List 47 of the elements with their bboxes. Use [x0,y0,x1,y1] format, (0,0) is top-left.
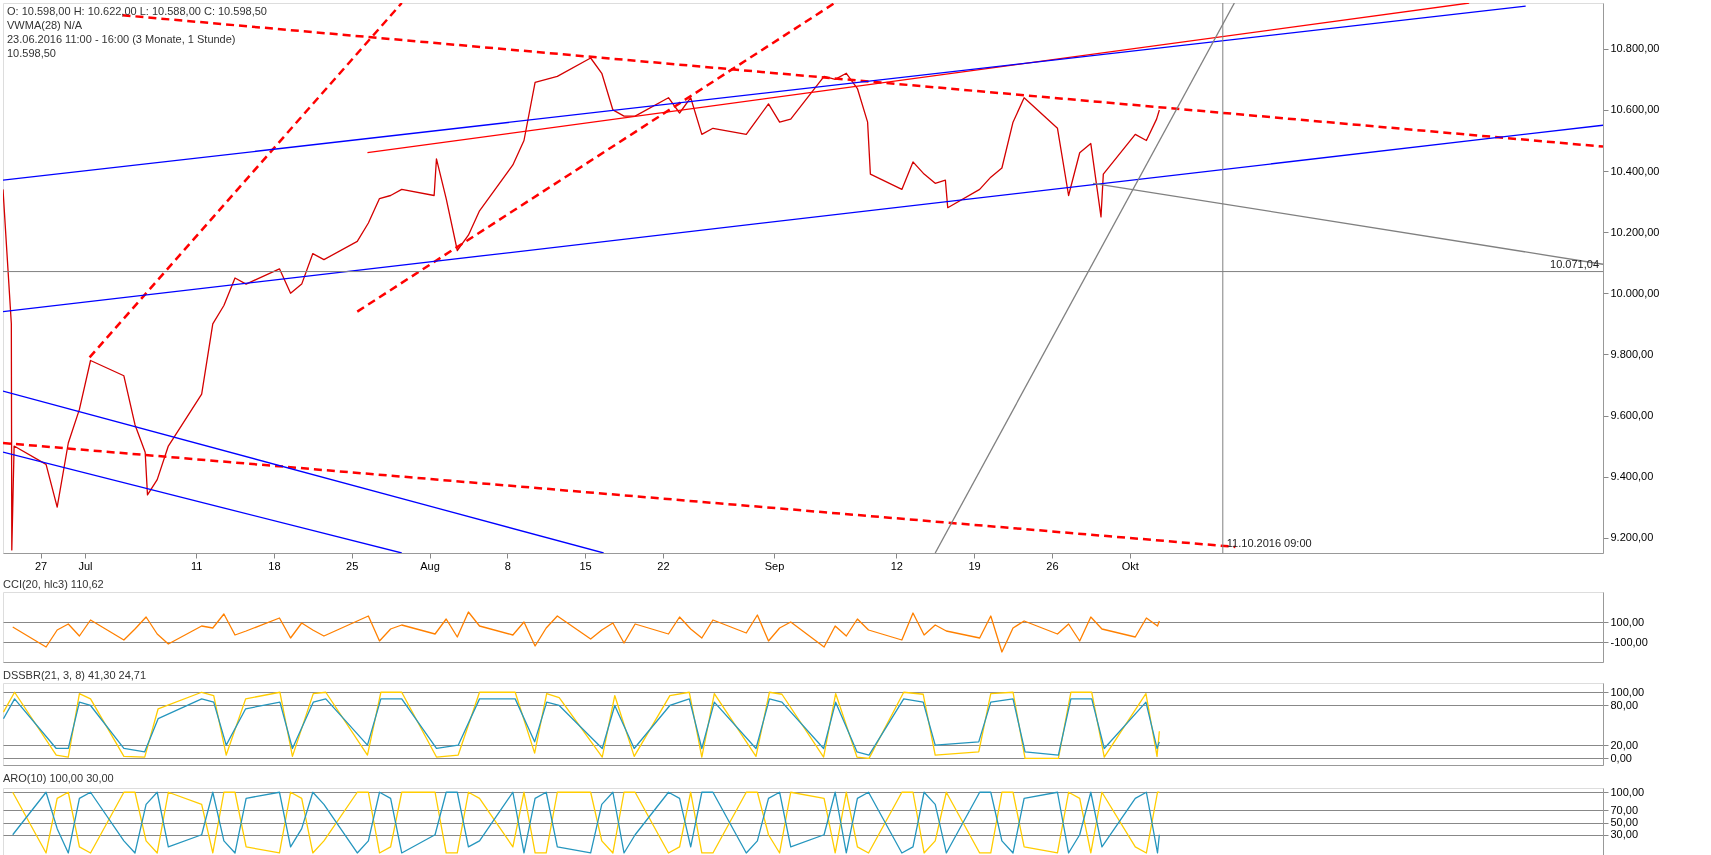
annotation: 23.06.2016 11:00 - 16:00 (3 Monate, 1 Stunde) [7,33,236,45]
line-series [3,57,1160,551]
x-tick-label: 15 [579,559,592,572]
y-tick-label: 50,00 [1610,816,1639,829]
ref-line-label: 10.071,04 [1550,257,1599,270]
y-tick-label: 9.400,00 [1610,470,1654,483]
chart-title: ARO(10) 100,00 30,00 [3,772,114,785]
y-tick-label: 70,00 [1610,803,1639,816]
y-tick-label: 30,00 [1610,828,1639,841]
y-tick-label: 10.000,00 [1610,286,1660,299]
ref-line-label: 11.10.2016 09:00 [1226,537,1312,549]
y-tick-label: 20,00 [1610,738,1639,751]
x-tick-label: Sep [764,559,785,572]
y-tick-label: 100,00 [1610,685,1645,698]
chart-title: CCI(20, hlc3) 110,62 [3,578,104,590]
y-tick-label: 100,00 [1610,785,1645,798]
line-series [12,611,1160,653]
line-series [3,698,1160,756]
x-tick-label: 19 [968,559,981,572]
annotation: O: 10.598,00 H: 10.622,00 L: 10.588,00 C: 10.598,50 [7,5,267,17]
x-tick-label: 12 [890,559,903,572]
y-tick-label: 9.600,00 [1610,409,1654,421]
y-tick-label: 9.200,00 [1610,531,1654,544]
x-tick-label: 18 [268,559,281,572]
y-tick-label: 10.200,00 [1610,225,1660,238]
annotation: VWMA(28) N/A [7,19,83,31]
x-tick-label: Jul [78,559,93,572]
x-tick-label: 25 [346,559,359,572]
annotation: 10.598,50 [7,47,56,59]
x-tick-label: 27 [34,559,48,572]
y-tick-label: 80,00 [1610,698,1639,711]
x-tick-label: 22 [657,559,670,572]
y-tick-label: 9.800,00 [1610,347,1654,360]
y-tick-label: 10.400,00 [1610,164,1660,177]
x-tick-label: 8 [504,559,511,572]
y-tick-label: 10.600,00 [1610,103,1660,116]
x-tick-label: Okt [1121,559,1139,572]
chart-title: DSSBR(21, 3, 8) 41,30 24,71 [3,669,147,681]
x-tick-label: 26 [1046,559,1059,572]
y-tick-label: 0,00 [1610,751,1632,764]
line-series [3,691,1160,760]
line-series [12,791,1160,854]
y-tick-label: 100,00 [1610,615,1645,628]
y-tick-label: -100,00 [1610,635,1648,648]
y-tick-label: 10.800,00 [1610,42,1660,55]
x-tick-label: Aug [420,559,440,572]
x-tick-label: 11 [190,559,203,572]
